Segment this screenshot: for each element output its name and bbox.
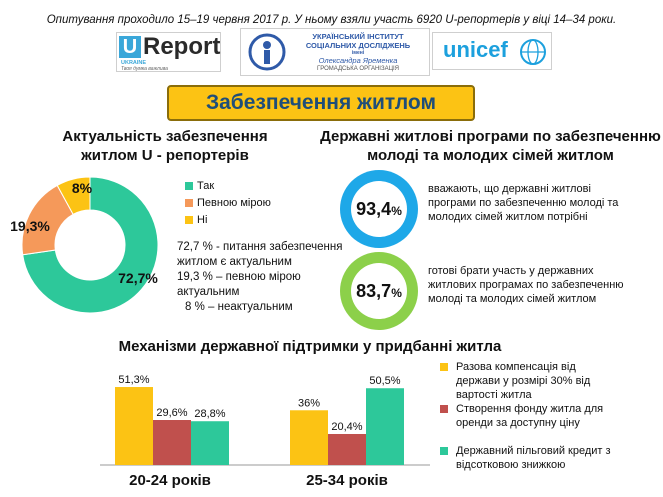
relevance-stats: 72,7 % - питання забезпечення житлом є ак… <box>177 240 377 315</box>
legend-swatch <box>185 182 193 190</box>
bar-legend-line: Державний пільговий кредит з <box>456 445 611 457</box>
unicef-logo: unicef <box>432 32 552 70</box>
programs-heading: Державні житлові програми по забезпеченн… <box>320 128 661 164</box>
relevance-legend: Так Певною мірою Ні <box>185 180 271 231</box>
relevance-stat-line: 8 % – неактуальним <box>185 301 293 313</box>
bar-legend-line: відсотковою знижкою <box>456 459 566 471</box>
program-description-line: молоді та молодих сімей житлом <box>428 293 597 305</box>
program-description-line: житлових програмах по забезпеченню <box>428 279 624 291</box>
program-description-line: програми по забезпеченню молоді та <box>428 197 619 209</box>
support-bar-chart: 51,3% 29,6% 28,8% 36% 20,4% 50,5% <box>100 374 430 466</box>
ureport-word: Report <box>143 33 221 60</box>
bar-legend-label: Створення фонду житла для оренди за досту… <box>456 402 656 430</box>
program-description-line: вважають, що державні житлові <box>428 183 591 195</box>
legend-swatch <box>440 363 448 371</box>
legend-swatch <box>185 216 193 224</box>
bar-value-label: 51,3% <box>118 374 149 386</box>
bar-legend-line: оренди за доступну ціну <box>456 417 580 429</box>
donut-legend-item: Ні <box>185 214 271 226</box>
ureport-mark: U <box>119 36 141 58</box>
program-value-number: 93,4 <box>356 199 392 219</box>
unicef-globe-icon <box>520 39 546 65</box>
program-description: вважають, що державні житлові програми по… <box>428 182 653 224</box>
bar-legend-line: Створення фонду житла для <box>456 403 604 415</box>
relevance-stat-line: 72,7 % - питання забезпечення <box>177 241 343 253</box>
legend-label: Так <box>197 180 215 192</box>
relevance-donut-chart: 72,7% 19,3% 8% <box>10 176 159 314</box>
legend-swatch <box>185 199 193 207</box>
bar-value-label: 36% <box>298 397 320 409</box>
institute-emblem-icon <box>248 33 286 71</box>
bar-value-label: 50,5% <box>369 375 400 387</box>
bar-legend-line: держави у розмірі 30% від <box>456 375 591 387</box>
donut-label-1: 19,3% <box>10 218 50 234</box>
relevance-stat-line: актуальним <box>177 286 240 298</box>
program-description-line: молодих сімей житлом потрібні <box>428 211 588 223</box>
relevance-heading: Актуальність забезпечення житлом U - реп… <box>62 128 268 164</box>
donut-legend-item: Так <box>185 180 271 192</box>
bar-legend-line: Разова компенсація від <box>456 361 576 373</box>
program-value: 93,4% <box>351 181 407 237</box>
page-title: Забезпечення житлом <box>167 85 475 121</box>
bar-legend-label: Державний пільговий кредит з відсотковою … <box>456 444 656 472</box>
donut-label-0: 72,7% <box>118 270 158 286</box>
institute-logo: УКРАЇНСЬКИЙ ІНСТИТУТ СОЦІАЛЬНИХ ДОСЛІДЖЕ… <box>240 28 430 76</box>
relevance-stat-line: житлом є актуальним <box>177 256 292 268</box>
program-value-unit: % <box>391 286 402 300</box>
donut-slice-0 <box>22 176 159 314</box>
program-description: готові брати участь у державних житлових … <box>428 264 653 306</box>
legend-label: Ні <box>197 214 208 226</box>
bar-value-label: 28,8% <box>194 408 225 420</box>
ureport-logo: U Report UKRAINE Твоя думка важлива <box>116 32 221 72</box>
legend-label: Певною мірою <box>197 197 271 209</box>
bar <box>191 421 229 465</box>
program-description-line: готові брати участь у державних <box>428 265 594 277</box>
survey-note: Опитування проходило 15–19 червня 2017 р… <box>46 14 617 26</box>
unicef-word: unicef <box>443 37 508 62</box>
program-bubble: 93,4% <box>340 170 418 248</box>
ureport-tagline: Твоя думка важлива <box>121 66 168 72</box>
ureport-country: UKRAINE <box>121 60 147 66</box>
donut-legend-item: Певною мірою <box>185 197 271 209</box>
program-value-unit: % <box>391 204 402 218</box>
bar-value-label: 29,6% <box>156 407 187 419</box>
donut-slice-2 <box>56 176 91 216</box>
bar <box>153 420 191 465</box>
program-value: 83,7% <box>351 263 407 319</box>
bar-legend-line: вартості житла <box>456 389 532 401</box>
bar-legend-label: Разова компенсація від держави у розмірі … <box>456 360 656 402</box>
bar-group-label: 25-34 років <box>306 472 388 489</box>
bar-value-label: 20,4% <box>331 421 362 433</box>
bar <box>366 388 404 465</box>
donut-label-2: 8% <box>72 180 93 196</box>
bar <box>290 410 328 465</box>
relevance-stat-line: 19,3 % – певною мірою <box>177 271 301 283</box>
support-heading: Механізми державної підтримки у придбанн… <box>118 338 502 355</box>
bar <box>328 433 366 465</box>
legend-swatch <box>440 447 448 455</box>
institute-name: УКРАЇНСЬКИЙ ІНСТИТУТ СОЦІАЛЬНИХ ДОСЛІДЖЕ… <box>305 32 411 72</box>
bar-group-label: 20-24 років <box>129 472 211 489</box>
bar <box>115 387 153 465</box>
legend-swatch <box>440 405 448 413</box>
program-bubble: 83,7% <box>340 252 418 330</box>
program-value-number: 83,7 <box>356 281 392 301</box>
